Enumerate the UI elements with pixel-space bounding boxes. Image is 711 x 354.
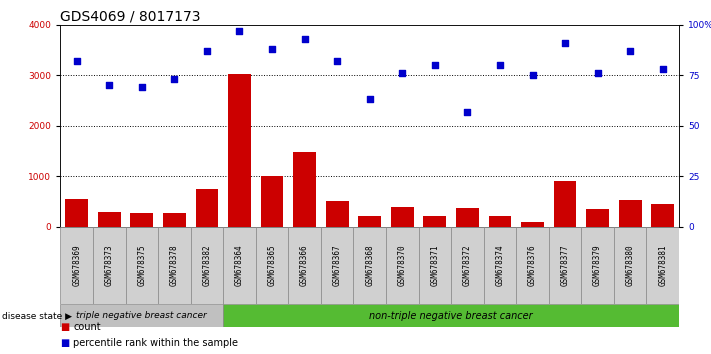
Bar xyxy=(586,210,609,227)
Point xyxy=(560,40,571,46)
Bar xyxy=(163,213,186,227)
Point xyxy=(592,70,604,76)
Bar xyxy=(130,213,153,227)
Text: GSM678376: GSM678376 xyxy=(528,245,537,286)
Bar xyxy=(582,227,614,304)
Bar xyxy=(98,212,121,227)
Bar xyxy=(289,227,321,304)
Point xyxy=(104,82,115,88)
Bar xyxy=(424,216,447,227)
Text: GSM678382: GSM678382 xyxy=(203,245,211,286)
Bar xyxy=(60,304,223,327)
Point xyxy=(461,109,473,114)
Bar xyxy=(321,227,353,304)
Bar xyxy=(646,227,679,304)
Bar xyxy=(614,227,646,304)
Text: GSM678368: GSM678368 xyxy=(365,245,374,286)
Bar xyxy=(158,227,191,304)
Bar xyxy=(488,216,511,227)
Point xyxy=(71,58,82,64)
Text: count: count xyxy=(73,322,101,332)
Bar xyxy=(358,216,381,227)
Bar xyxy=(521,222,544,227)
Point xyxy=(136,85,147,90)
Bar xyxy=(651,204,674,227)
Text: GSM678370: GSM678370 xyxy=(397,245,407,286)
Point xyxy=(657,66,668,72)
Text: GSM678374: GSM678374 xyxy=(496,245,504,286)
Text: triple negative breast cancer: triple negative breast cancer xyxy=(77,312,207,320)
Point xyxy=(299,36,310,42)
Bar xyxy=(456,208,479,227)
Point xyxy=(494,62,506,68)
Text: GSM678372: GSM678372 xyxy=(463,245,472,286)
Text: GSM678366: GSM678366 xyxy=(300,245,309,286)
Bar xyxy=(196,189,218,227)
Text: percentile rank within the sample: percentile rank within the sample xyxy=(73,338,238,348)
Bar xyxy=(549,227,582,304)
Text: GSM678380: GSM678380 xyxy=(626,245,635,286)
Text: GDS4069 / 8017173: GDS4069 / 8017173 xyxy=(60,10,201,24)
Point xyxy=(527,73,538,78)
Bar xyxy=(223,304,679,327)
Bar xyxy=(223,227,256,304)
Text: GSM678364: GSM678364 xyxy=(235,245,244,286)
Bar xyxy=(126,227,158,304)
Bar xyxy=(60,227,93,304)
Bar xyxy=(293,152,316,227)
Bar xyxy=(516,227,549,304)
Text: GSM678377: GSM678377 xyxy=(560,245,570,286)
Text: GSM678373: GSM678373 xyxy=(105,245,114,286)
Bar xyxy=(391,207,414,227)
Text: non-triple negative breast cancer: non-triple negative breast cancer xyxy=(369,311,533,321)
Bar xyxy=(554,181,577,227)
Bar xyxy=(451,227,483,304)
Bar xyxy=(191,227,223,304)
Text: ■: ■ xyxy=(60,322,70,332)
Text: GSM678381: GSM678381 xyxy=(658,245,667,286)
Point xyxy=(201,48,213,54)
Bar xyxy=(419,227,451,304)
Bar xyxy=(619,200,641,227)
Bar xyxy=(483,227,516,304)
Point xyxy=(429,62,441,68)
Bar xyxy=(228,74,251,227)
Text: GSM678378: GSM678378 xyxy=(170,245,179,286)
Point xyxy=(331,58,343,64)
Text: GSM678365: GSM678365 xyxy=(267,245,277,286)
Text: GSM678375: GSM678375 xyxy=(137,245,146,286)
Point xyxy=(169,76,180,82)
Point xyxy=(624,48,636,54)
Text: GSM678379: GSM678379 xyxy=(593,245,602,286)
Bar xyxy=(256,227,289,304)
Bar xyxy=(93,227,126,304)
Bar xyxy=(261,176,284,227)
Bar xyxy=(65,199,88,227)
Text: GSM678367: GSM678367 xyxy=(333,245,342,286)
Bar xyxy=(386,227,419,304)
Point xyxy=(267,46,278,52)
Text: GSM678371: GSM678371 xyxy=(430,245,439,286)
Bar xyxy=(353,227,386,304)
Point xyxy=(364,97,375,102)
Text: ■: ■ xyxy=(60,338,70,348)
Text: GSM678369: GSM678369 xyxy=(73,245,81,286)
Point xyxy=(397,70,408,76)
Text: disease state ▶: disease state ▶ xyxy=(2,312,72,320)
Bar xyxy=(326,201,348,227)
Point xyxy=(234,28,245,34)
